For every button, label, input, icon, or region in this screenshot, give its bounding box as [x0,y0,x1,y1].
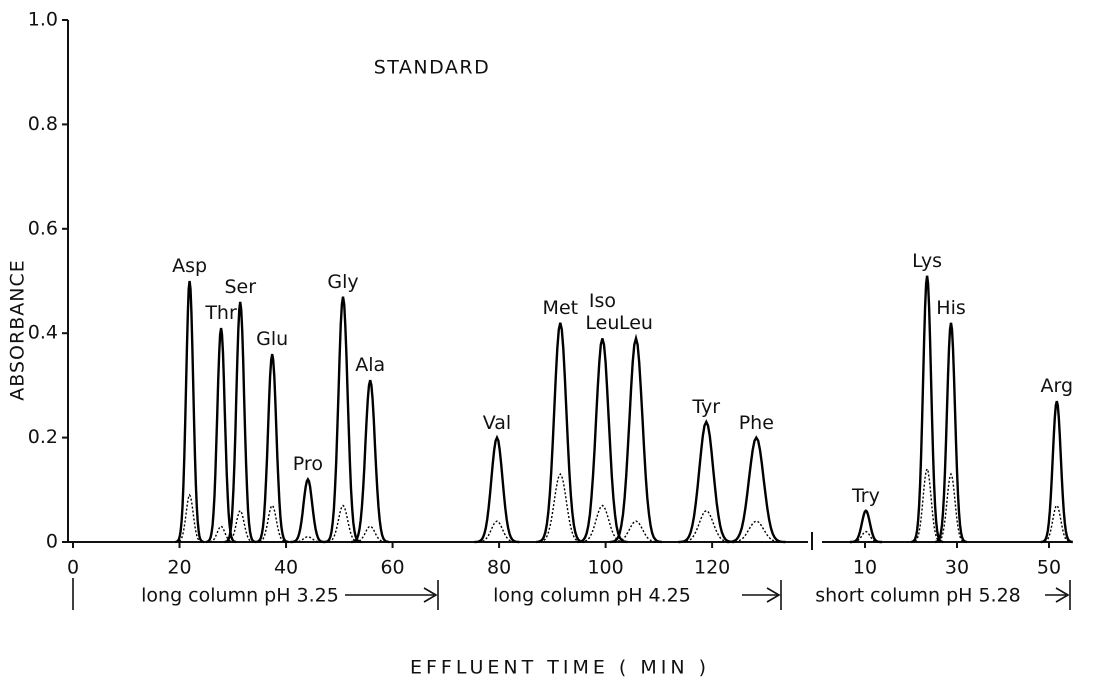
peak [205,327,237,544]
dotted-peak [290,536,326,543]
peak-label: His [936,296,966,319]
peak-label: Ser [224,275,257,298]
peak [849,509,882,544]
peak [678,419,735,544]
peak [1040,400,1073,544]
x-tick-label: 20 [167,557,191,579]
peak-label: Phe [738,411,774,434]
dotted-peak [1040,504,1073,543]
dotted-peak [610,520,662,543]
x-tick-label: 100 [587,557,623,579]
x-tick-label: 40 [274,557,298,579]
peak [910,275,944,544]
chart-title: STANDARD [374,57,491,79]
y-tick-label: 0.6 [28,217,58,239]
dotted-peak [206,525,237,543]
peak-label: Met [542,296,579,319]
y-tick-label: 0.8 [28,113,58,135]
dotted-peak [678,509,735,543]
y-tick-label: 1.0 [28,9,58,31]
peak-label: Asp [172,255,208,277]
peak-label: Ala [355,354,386,377]
peak [934,322,968,544]
peak [175,280,205,544]
phase-label: short column pH 5.28 [815,585,1021,607]
peak-label: Thr [205,301,237,324]
dotted-peak [727,520,786,543]
dotted-peak [224,509,256,543]
peak [351,379,390,544]
phase-label: long column pH 3.25 [141,585,339,607]
peak [324,296,362,544]
peak-label: Pro [292,453,323,476]
peak-label: Try [851,484,880,507]
peak-label: Lys [912,249,943,272]
peak-label: Iso Leu [585,290,620,335]
peak-label: Glu [256,328,289,351]
peak-label: Arg [1040,375,1074,398]
x-tick-label: 10 [853,557,877,579]
dotted-peak [934,472,968,543]
peak [609,333,663,544]
x-axis-label: EFFLUENT TIME ( MIN ) [410,657,710,679]
x-tick-label: 120 [694,557,730,579]
peak [577,338,628,544]
dotted-peak [474,520,520,543]
x-tick-label: 0 [67,557,79,579]
dotted-peak [324,504,362,543]
peak [224,301,256,544]
peak-label: Leu [618,312,653,335]
peak [536,322,585,544]
peak-label: Tyr [692,395,721,418]
dotted-peak [536,472,585,543]
phase-label: long column pH 4.25 [493,585,691,607]
dotted-peak [255,504,289,543]
peak [474,434,520,544]
y-tick-label: 0 [46,531,58,553]
x-tick-label: 60 [380,557,404,579]
y-axis-label: ABSORBANCE [7,259,29,400]
dotted-peak [849,530,882,543]
dotted-peak [175,493,204,543]
x-tick-label: 30 [945,557,969,579]
x-tick-label: 80 [487,557,511,579]
peak [727,435,786,544]
peak [255,353,289,544]
phase-markers [72,578,1071,610]
peak [290,477,326,544]
peak-label: Val [482,411,512,434]
x-tick-label: 50 [1037,557,1061,579]
y-tick-label: 0.2 [28,426,58,448]
peak-label: Gly [327,270,359,293]
y-tick-label: 0.4 [28,322,58,344]
